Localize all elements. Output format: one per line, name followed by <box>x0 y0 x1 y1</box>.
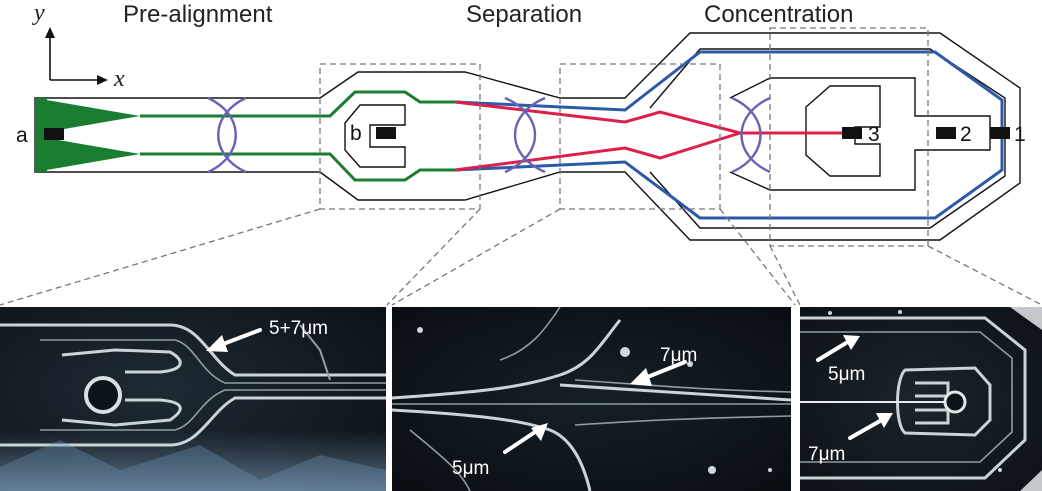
y-axis-label: y <box>32 0 45 26</box>
inlet-a-pad <box>44 128 64 140</box>
photo-concentration-label-top: 5μm <box>828 364 865 385</box>
section-title-prealignment: Pre-alignment <box>123 1 273 28</box>
inlet-b-pad <box>376 127 396 139</box>
inlet-b-label: b <box>350 122 362 145</box>
outlet-1-label: 1 <box>1014 123 1026 146</box>
photo-concentration-arrowhead-top <box>843 335 860 350</box>
zoom-connectors <box>0 208 1042 306</box>
acoustic-node-separation <box>504 96 546 174</box>
photo-prealignment-arrow <box>216 328 262 348</box>
zoom-box-concentration <box>769 27 929 247</box>
outlet-2-label: 2 <box>960 123 972 146</box>
acoustic-node-prealignment <box>207 96 247 174</box>
outlet-2-pad <box>936 127 956 139</box>
large-particle-stream-bottom <box>454 133 1004 220</box>
photo-separation-arrow-bottom <box>503 430 537 454</box>
zoom-box-prealignment <box>319 63 481 210</box>
center-outlet-chamber <box>805 85 881 177</box>
photo-separation-arrowhead-bottom <box>531 423 548 441</box>
outer-channel-wall <box>34 32 1021 241</box>
prealignment-stream-top <box>140 90 460 118</box>
photo-prealignment-arrowhead <box>206 335 228 352</box>
photo-prealignment-label: 5+7μm <box>269 318 328 339</box>
acoustic-node-concentration <box>731 96 771 174</box>
inlet-a-region: a <box>16 98 140 172</box>
photo-separation <box>391 306 792 491</box>
outlet-1-pad <box>990 127 1010 139</box>
section-title-concentration: Concentration <box>704 1 853 28</box>
inlet-b-chamber <box>344 104 406 168</box>
photo-concentration-arrowhead-bottom <box>876 413 893 428</box>
zoom-box-separation <box>559 63 721 210</box>
coordinate-axes: y x <box>32 0 125 92</box>
photo-separation-arrow-top <box>643 360 687 380</box>
x-axis-label: x <box>113 66 125 92</box>
small-particle-stream-top <box>454 100 855 135</box>
large-particle-stream-top <box>454 50 1004 133</box>
outlet-3-pad <box>842 127 862 139</box>
photo-separation-label-bottom: 5μm <box>452 458 489 479</box>
photo-concentration-arrow-bottom <box>848 419 882 440</box>
photo-concentration-label-bottom: 7μm <box>808 444 845 465</box>
outlet-3-label: 3 <box>868 123 880 146</box>
inlet-a-label: a <box>16 124 28 147</box>
photo-concentration <box>800 307 1042 491</box>
photo-separation-label-top: 7μm <box>660 345 697 366</box>
photo-prealignment <box>0 307 386 491</box>
photo-concentration-arrow-top <box>816 341 848 362</box>
small-particle-stream-bottom <box>454 131 741 172</box>
photo-separation-arrowhead-top <box>630 368 652 386</box>
prealignment-stream-bottom <box>140 152 460 182</box>
section-title-separation: Separation <box>466 1 582 28</box>
